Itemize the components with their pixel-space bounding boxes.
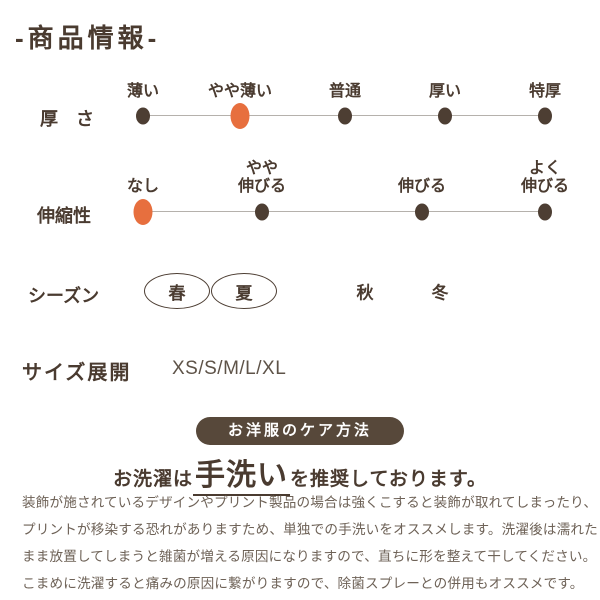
stretch-option-label: よく 伸びる — [520, 160, 570, 195]
stretch-option-label: 伸びる — [397, 178, 447, 195]
thickness-option-label: 薄い — [126, 83, 160, 100]
thickness-dot-selected — [230, 103, 250, 129]
stretch-option-label: やや 伸びる — [237, 160, 287, 195]
stretch-dot — [415, 203, 429, 221]
stretch-scale-line — [143, 211, 545, 212]
thickness-option-label: 特厚 — [528, 83, 562, 100]
season-summer-text: 夏 — [235, 283, 253, 303]
size-range-label: サイズ展開 — [22, 362, 132, 384]
thickness-option-label: 厚い — [428, 83, 462, 100]
season-winter-text: 冬 — [431, 283, 449, 303]
thickness-dot — [538, 107, 552, 125]
season-autumn-text: 秋 — [356, 283, 374, 303]
care-method-badge: お洋服のケア方法 — [195, 417, 405, 445]
page-title: -商品情報- — [15, 23, 161, 53]
stretch-dot — [538, 203, 552, 221]
thickness-dot — [136, 107, 150, 125]
wash-prefix: お洗濯は — [113, 469, 194, 490]
wash-suffix: を推奨しております。 — [290, 469, 487, 490]
care-note-line: まま放置してしまうと雑菌が増える原因になりますので、直ちに形を整えて干してくださ… — [22, 549, 597, 564]
thickness-dot — [338, 107, 352, 125]
care-note-line: 装飾が施されているデザインやプリント製品の場合は強くこすると装飾が取れてしまった… — [22, 495, 598, 510]
thickness-option-label: やや薄い — [207, 83, 273, 100]
season-summer-circled: 夏 — [211, 273, 277, 309]
season-spring-circled: 春 — [144, 273, 210, 309]
wash-highlight-underlined: 手洗い — [193, 450, 291, 496]
thickness-option-label: 普通 — [328, 83, 362, 100]
care-note-line: こまめに洗濯すると痛みの原因に繋がりますので、除菌スプレーとの併用もオススメです… — [22, 576, 584, 591]
care-note-line: プリントが移染する恐れがありますため、単独での手洗いをオススメします。洗濯後は濡… — [22, 522, 598, 537]
thickness-label: 厚さ — [40, 109, 112, 129]
wash-recommendation: お洗濯は 手洗い を推奨しております。 — [113, 450, 487, 496]
stretch-dot — [255, 203, 269, 221]
stretch-option-label: なし — [126, 178, 160, 195]
season-autumn: 秋 — [357, 279, 374, 304]
season-spring-text: 春 — [168, 283, 186, 303]
season-winter: 冬 — [432, 279, 449, 304]
care-note-paragraph: 装飾が施されているデザインやプリント製品の場合は強くこすると装飾が取れてしまった… — [22, 489, 598, 597]
season-label: シーズン — [28, 286, 100, 306]
thickness-dot — [438, 107, 452, 125]
stretch-label: 伸縮性 — [37, 206, 91, 226]
stretch-dot-selected — [133, 199, 153, 225]
size-range-value: XS/S/M/L/XL — [172, 358, 287, 379]
